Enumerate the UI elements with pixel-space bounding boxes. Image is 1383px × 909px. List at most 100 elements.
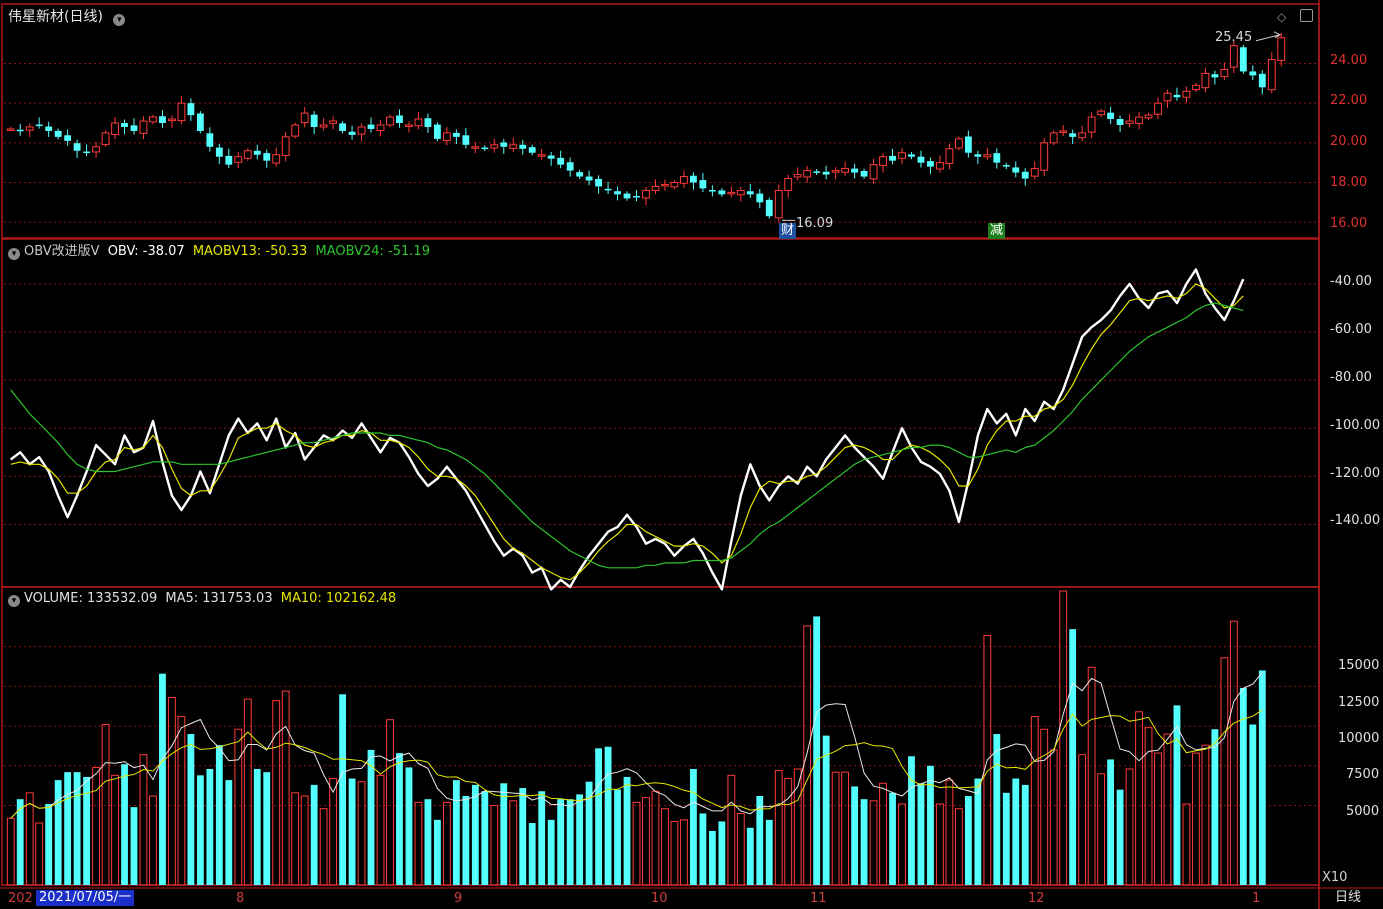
candle-body bbox=[1059, 130, 1068, 133]
candle-body bbox=[1069, 133, 1077, 137]
obv-series-0 bbox=[9, 268, 1245, 591]
volume-bar bbox=[1229, 620, 1238, 886]
candle-body bbox=[736, 189, 745, 196]
candle-body bbox=[869, 164, 878, 180]
badge-jian[interactable]: 减 bbox=[988, 223, 1006, 239]
volume-bar bbox=[803, 625, 812, 886]
candle-body bbox=[927, 161, 934, 167]
volume-bar bbox=[1021, 784, 1029, 885]
date-cursor[interactable]: 2021/07/05/一 bbox=[36, 890, 135, 906]
candle-body bbox=[83, 151, 91, 154]
volume-bar bbox=[281, 690, 290, 886]
volume-bar bbox=[841, 771, 850, 886]
volume-bar bbox=[424, 799, 432, 885]
dropdown-icon[interactable]: ▾ bbox=[113, 14, 126, 26]
candle-body bbox=[917, 156, 925, 163]
candle-body bbox=[945, 148, 954, 164]
volume-bar bbox=[528, 823, 536, 885]
volume-bar bbox=[917, 783, 925, 885]
candle-body bbox=[974, 154, 982, 157]
volume-tick: 5000 bbox=[1346, 804, 1380, 819]
volume-bar bbox=[168, 696, 176, 886]
candle-body bbox=[689, 175, 697, 183]
volume-tick: 15000 bbox=[1338, 658, 1380, 673]
volume-bar bbox=[25, 792, 34, 886]
volume-bar bbox=[367, 749, 375, 885]
candle-body bbox=[291, 124, 300, 137]
volume-bar bbox=[718, 821, 726, 885]
volume-bar bbox=[16, 799, 24, 885]
volume-bar bbox=[736, 812, 745, 886]
volume-bar bbox=[632, 801, 641, 886]
panel-frame bbox=[1, 238, 1320, 588]
volume-bar bbox=[974, 778, 982, 885]
candle-body bbox=[424, 118, 432, 127]
candle-body bbox=[149, 116, 157, 123]
period-label[interactable]: 日线 bbox=[1335, 890, 1362, 905]
volume-bar bbox=[130, 807, 138, 885]
candle-body bbox=[130, 125, 138, 131]
volume-bar bbox=[1144, 727, 1153, 886]
candle-body bbox=[25, 126, 34, 131]
volume-bar bbox=[765, 819, 773, 885]
candle-body bbox=[405, 124, 413, 127]
volume-bar bbox=[680, 819, 688, 886]
candle-body bbox=[727, 191, 736, 195]
candle-body bbox=[793, 174, 802, 178]
settings-icon[interactable]: ▾ bbox=[8, 595, 20, 607]
candle-body bbox=[300, 112, 309, 124]
volume-bar bbox=[272, 700, 281, 886]
window-restore-icon[interactable] bbox=[1300, 9, 1313, 22]
volume-bar bbox=[6, 817, 15, 886]
volume-bar bbox=[1249, 724, 1257, 885]
volume-bar bbox=[604, 746, 612, 885]
candle-body bbox=[1277, 37, 1286, 61]
volume-bar bbox=[993, 734, 1001, 885]
volume-tick: 10000 bbox=[1338, 731, 1380, 746]
candle-body bbox=[1211, 74, 1219, 78]
candle-body bbox=[642, 189, 650, 199]
volume-tick: 7500 bbox=[1346, 767, 1380, 782]
volume-bar bbox=[376, 774, 385, 886]
candle-body bbox=[841, 168, 850, 173]
candle-body bbox=[187, 103, 195, 116]
badge-cai[interactable]: 财 bbox=[779, 223, 797, 239]
volume-bar bbox=[442, 801, 451, 886]
candle-body bbox=[64, 135, 72, 141]
candle-body bbox=[1021, 171, 1029, 179]
candle-body bbox=[500, 142, 508, 147]
candle-body bbox=[1097, 110, 1106, 116]
candle-body bbox=[206, 133, 214, 147]
candle-body bbox=[528, 147, 536, 153]
candle-body bbox=[310, 114, 318, 127]
volume-bar bbox=[348, 778, 356, 885]
candle-body bbox=[329, 120, 338, 124]
candle-body bbox=[585, 176, 593, 181]
settings-icon[interactable]: ▾ bbox=[8, 248, 20, 260]
candle-body bbox=[414, 118, 423, 127]
obv-panel-name: OBV改进版V bbox=[24, 244, 100, 259]
candle-body bbox=[376, 124, 385, 132]
candle-body bbox=[623, 193, 631, 199]
volume-ma-5 bbox=[10, 672, 1263, 819]
volume-bar bbox=[1069, 629, 1077, 885]
maobv24-value: MAOBV24: -51.19 bbox=[315, 244, 430, 259]
candle-body bbox=[566, 162, 574, 171]
volume-bar bbox=[1182, 803, 1191, 886]
volume-bar bbox=[1002, 792, 1010, 885]
volume-bar bbox=[481, 791, 489, 885]
obv-series-2 bbox=[10, 302, 1244, 569]
candle-body bbox=[1201, 72, 1210, 89]
candle-body bbox=[576, 172, 584, 177]
candle-body bbox=[263, 153, 271, 161]
volume-bar bbox=[490, 805, 499, 886]
candle-body bbox=[45, 126, 53, 131]
candle-body bbox=[633, 195, 640, 198]
candle-body bbox=[964, 136, 972, 153]
volume-bar bbox=[746, 827, 754, 885]
volume-bar bbox=[83, 776, 91, 885]
price-tick: 24.00 bbox=[1330, 53, 1368, 68]
candle-body bbox=[215, 147, 223, 157]
stock-title[interactable]: 伟星新材(日线) ▾ bbox=[8, 9, 129, 26]
diamond-icon[interactable]: ◇ bbox=[1277, 10, 1287, 24]
